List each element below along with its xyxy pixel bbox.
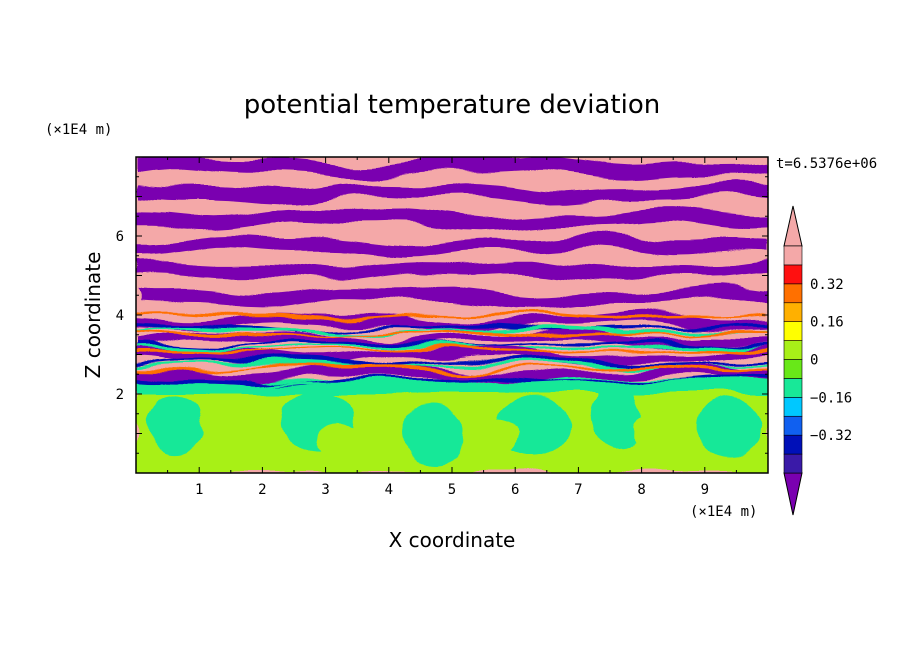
contour-band xyxy=(136,157,768,179)
x-tick-label: 8 xyxy=(637,482,645,498)
x-tick-label: 5 xyxy=(448,482,456,498)
chart-title: potential temperature deviation xyxy=(244,90,660,120)
colorbar-swatch xyxy=(783,321,803,341)
contour-band xyxy=(136,364,768,384)
contour-band xyxy=(136,285,768,309)
colorbar-swatch xyxy=(783,378,803,398)
colorbar-tick-label: −0.16 xyxy=(810,390,852,406)
contour-band xyxy=(136,378,768,388)
contour-band xyxy=(136,233,768,257)
x-tick-label: 2 xyxy=(258,482,266,498)
x-tick-label: 7 xyxy=(574,482,582,498)
y-axis-label: Z coordinate xyxy=(81,252,105,379)
contour-band xyxy=(592,383,641,444)
contour-band xyxy=(136,260,768,283)
contour-band xyxy=(136,181,768,205)
colorbar-tick-label: 0 xyxy=(810,353,818,369)
y-tick-label: 2 xyxy=(116,387,124,403)
x-units-label: (×1E4 m) xyxy=(690,504,757,520)
contour-band xyxy=(136,328,768,337)
colorbar-swatch xyxy=(783,302,803,322)
contour-band xyxy=(136,343,768,352)
contour-band xyxy=(632,411,677,448)
contour-band xyxy=(136,325,768,334)
colorbar-swatch xyxy=(783,340,803,360)
colorbar-extend-high xyxy=(783,205,803,247)
y-tick-label: 4 xyxy=(116,308,124,324)
x-axis: 1 2 3 4 5 6 7 8 9 xyxy=(135,157,769,498)
contour-band xyxy=(474,419,519,456)
contour-band xyxy=(136,339,768,350)
contour-band xyxy=(136,346,768,355)
time-label: t=6.5376e+06 xyxy=(776,156,877,172)
contour-band xyxy=(136,207,768,231)
plot-field xyxy=(136,157,768,473)
colorbar-swatch xyxy=(783,415,803,436)
x-tick-label: 3 xyxy=(321,482,329,498)
x-tick-label: 9 xyxy=(701,482,709,498)
contour-band xyxy=(698,399,763,460)
contour-band xyxy=(136,311,768,320)
colorbar-swatch xyxy=(783,359,803,379)
colorbar-tick-label: 0.32 xyxy=(810,277,844,293)
colorbar-swatch xyxy=(783,245,803,266)
y-axis: 2 4 6 xyxy=(116,156,768,474)
colorbar-tick-label: −0.32 xyxy=(810,428,852,444)
contour-band xyxy=(316,423,361,460)
x-tick-label: 6 xyxy=(511,482,519,498)
colorbar-swatch xyxy=(783,453,803,474)
colorbar-swatch xyxy=(783,397,803,417)
contour-band xyxy=(136,364,768,373)
colorbar-tick-label: 0.16 xyxy=(810,315,844,331)
x-axis-label: X coordinate xyxy=(389,528,516,552)
colorbar-extend-low xyxy=(783,472,803,516)
colorbar: 0.32 0.16 0 −0.16 −0.32 xyxy=(783,205,852,516)
colorbar-swatch xyxy=(783,434,803,455)
colorbar-swatch xyxy=(783,283,803,304)
z-units-label: (×1E4 m) xyxy=(45,122,112,138)
y-tick-label: 6 xyxy=(116,229,124,245)
contour-band xyxy=(401,403,466,464)
contour-band xyxy=(145,395,202,456)
x-tick-label: 4 xyxy=(385,482,393,498)
x-tick-label: 1 xyxy=(195,482,203,498)
colorbar-swatch xyxy=(783,264,803,285)
